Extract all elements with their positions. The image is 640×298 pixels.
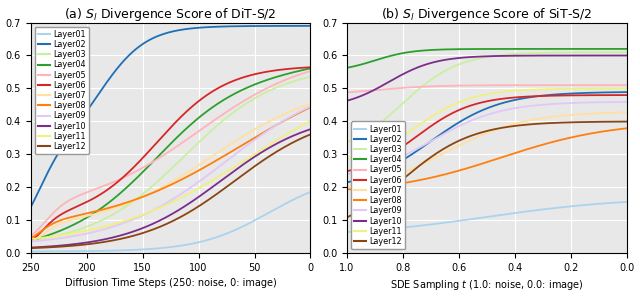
Legend: Layer01, Layer02, Layer03, Layer04, Layer05, Layer06, Layer07, Layer08, Layer09,: Layer01, Layer02, Layer03, Layer04, Laye… bbox=[35, 27, 89, 154]
Legend: Layer01, Layer02, Layer03, Layer04, Layer05, Layer06, Layer07, Layer08, Layer09,: Layer01, Layer02, Layer03, Layer04, Laye… bbox=[351, 121, 405, 249]
Title: (b) $S_l$ Divergence Score of SiT-S/2: (b) $S_l$ Divergence Score of SiT-S/2 bbox=[381, 6, 593, 23]
Title: (a) $S_l$ Divergence Score of DiT-S/2: (a) $S_l$ Divergence Score of DiT-S/2 bbox=[65, 6, 276, 23]
X-axis label: Diffusion Time Steps (250: noise, 0: image): Diffusion Time Steps (250: noise, 0: ima… bbox=[65, 278, 276, 288]
X-axis label: SDE Sampling $t$ (1.0: noise, 0.0: image): SDE Sampling $t$ (1.0: noise, 0.0: image… bbox=[390, 278, 584, 292]
